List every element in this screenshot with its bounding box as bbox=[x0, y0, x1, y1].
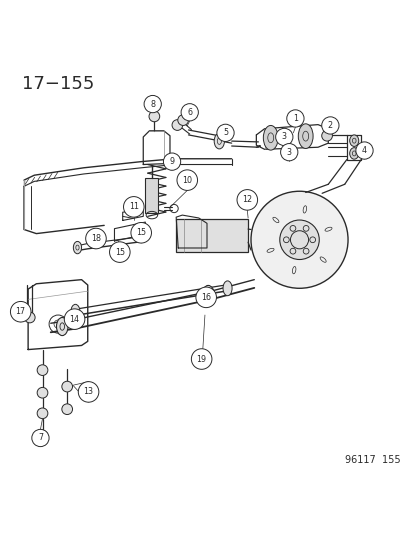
Circle shape bbox=[85, 228, 106, 249]
Ellipse shape bbox=[349, 148, 358, 159]
Circle shape bbox=[280, 143, 297, 161]
Circle shape bbox=[24, 312, 35, 323]
Circle shape bbox=[37, 365, 48, 375]
Text: 3: 3 bbox=[286, 148, 291, 157]
Text: 9: 9 bbox=[169, 157, 174, 166]
Text: 14: 14 bbox=[69, 314, 79, 324]
Circle shape bbox=[290, 225, 295, 231]
FancyBboxPatch shape bbox=[176, 219, 247, 252]
Text: 11: 11 bbox=[128, 203, 138, 212]
Circle shape bbox=[355, 142, 372, 159]
Ellipse shape bbox=[349, 135, 358, 147]
Circle shape bbox=[321, 131, 332, 141]
Circle shape bbox=[250, 191, 347, 288]
Circle shape bbox=[195, 287, 216, 308]
Ellipse shape bbox=[73, 241, 81, 254]
Text: 17: 17 bbox=[16, 307, 26, 316]
Ellipse shape bbox=[214, 133, 224, 149]
Circle shape bbox=[302, 248, 308, 254]
Circle shape bbox=[62, 381, 72, 392]
Circle shape bbox=[191, 349, 211, 369]
Circle shape bbox=[176, 170, 197, 190]
Circle shape bbox=[64, 309, 85, 329]
Text: 8: 8 bbox=[150, 100, 155, 109]
Circle shape bbox=[180, 103, 198, 121]
Circle shape bbox=[177, 115, 188, 125]
Circle shape bbox=[37, 431, 48, 441]
Text: 12: 12 bbox=[242, 196, 252, 204]
Text: 13: 13 bbox=[83, 387, 93, 397]
Ellipse shape bbox=[56, 318, 68, 336]
Text: 7: 7 bbox=[38, 433, 43, 442]
Ellipse shape bbox=[223, 281, 232, 296]
Circle shape bbox=[302, 225, 308, 231]
Text: 2: 2 bbox=[327, 121, 332, 130]
Circle shape bbox=[62, 404, 72, 415]
Text: 16: 16 bbox=[201, 293, 211, 302]
Circle shape bbox=[237, 190, 257, 210]
Circle shape bbox=[78, 382, 99, 402]
Text: 15: 15 bbox=[114, 248, 125, 256]
Circle shape bbox=[144, 95, 161, 112]
Circle shape bbox=[163, 153, 180, 170]
Circle shape bbox=[131, 222, 151, 243]
Text: 17−155: 17−155 bbox=[22, 75, 94, 93]
Circle shape bbox=[321, 117, 338, 134]
Circle shape bbox=[123, 197, 144, 217]
Text: 96117  155: 96117 155 bbox=[344, 455, 399, 465]
Circle shape bbox=[172, 120, 182, 131]
Circle shape bbox=[32, 430, 49, 447]
FancyBboxPatch shape bbox=[145, 178, 158, 213]
Ellipse shape bbox=[202, 285, 214, 305]
Circle shape bbox=[37, 408, 48, 418]
Ellipse shape bbox=[298, 124, 312, 149]
Text: 19: 19 bbox=[196, 354, 206, 364]
Circle shape bbox=[309, 237, 315, 243]
Text: 15: 15 bbox=[136, 228, 146, 237]
Circle shape bbox=[279, 220, 318, 260]
Circle shape bbox=[216, 124, 234, 141]
Ellipse shape bbox=[263, 125, 278, 150]
Circle shape bbox=[286, 110, 303, 127]
Circle shape bbox=[37, 387, 48, 398]
Circle shape bbox=[149, 111, 159, 122]
Text: 1: 1 bbox=[292, 114, 297, 123]
Text: 5: 5 bbox=[223, 128, 228, 138]
Text: 18: 18 bbox=[91, 234, 101, 243]
Text: 6: 6 bbox=[187, 108, 192, 117]
Text: 3: 3 bbox=[281, 133, 286, 141]
Circle shape bbox=[275, 128, 292, 146]
Circle shape bbox=[109, 242, 130, 262]
Ellipse shape bbox=[71, 304, 80, 319]
Text: 10: 10 bbox=[182, 176, 192, 184]
Circle shape bbox=[283, 237, 289, 243]
Text: 4: 4 bbox=[361, 146, 366, 155]
Circle shape bbox=[10, 302, 31, 322]
Circle shape bbox=[290, 248, 295, 254]
